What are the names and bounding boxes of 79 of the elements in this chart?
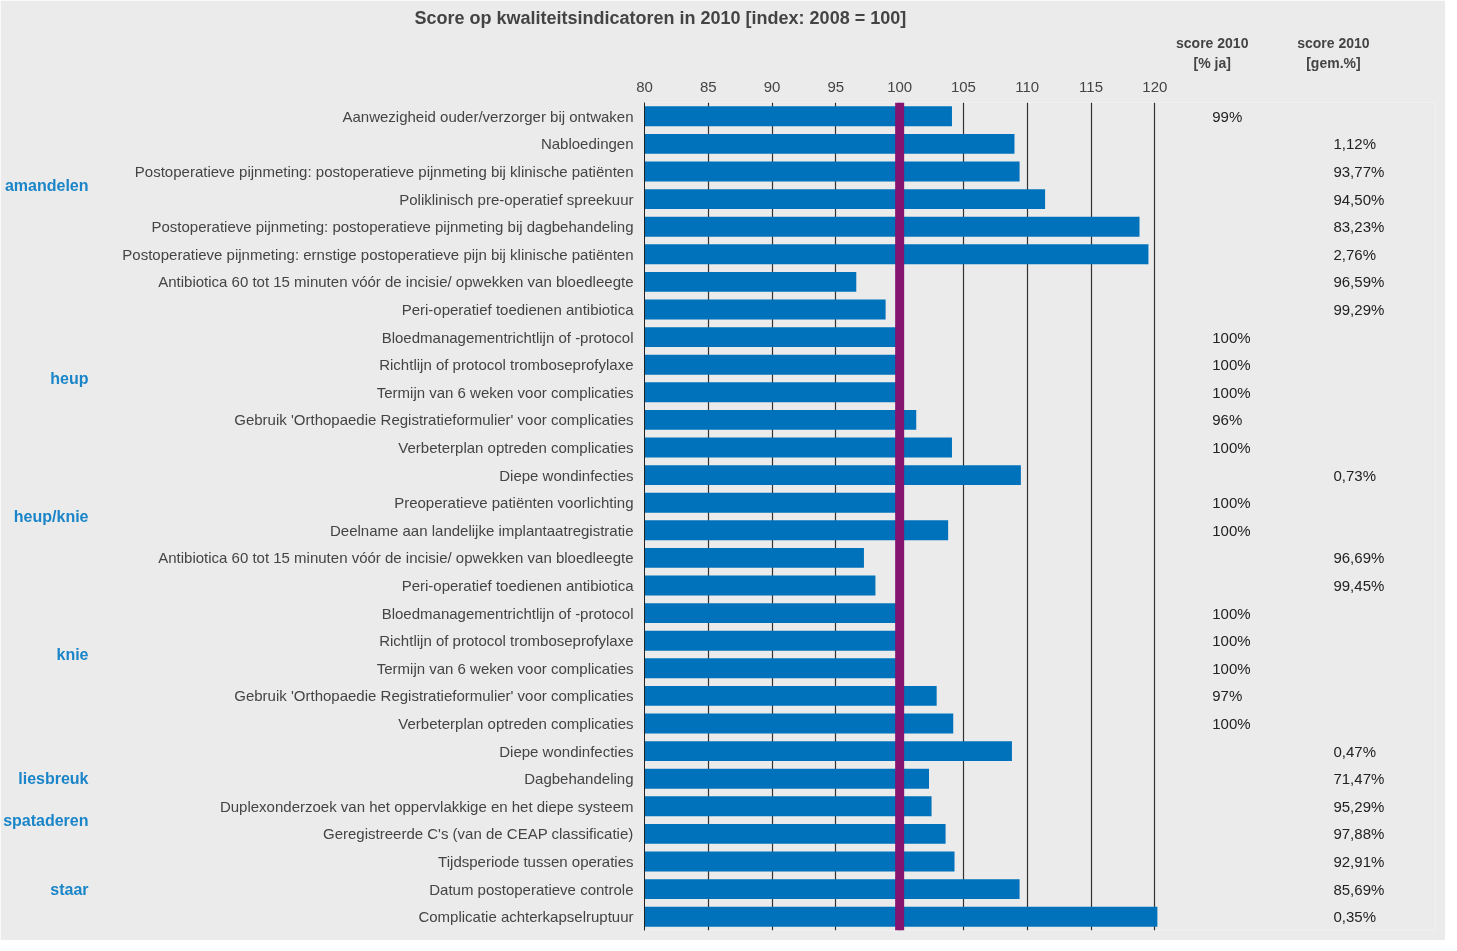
annotation: 71,47% <box>1333 770 1385 788</box>
annotation: 100% <box>1212 383 1251 401</box>
y-tick-label: Geregistreerde C's (van de CEAP classificatie) <box>323 825 634 843</box>
annotation: 0,35% <box>1333 908 1376 926</box>
y-tick-label: Antibiotica 60 tot 15 minuten vóór de incisie/ opwekken van bloedleegte <box>158 273 634 291</box>
y-tick-label: Antibiotica 60 tot 15 minuten vóór de incisie/ opwekken van bloedleegte <box>158 549 634 567</box>
text: score 2010 [% ja] <box>1176 35 1249 71</box>
y-tick-label: Diepe wondinfecties <box>499 466 634 484</box>
y-tick-label: Aanwezigheid ouder/verzorger bij ontwaken <box>342 107 634 125</box>
y-tick-label: Deelname aan landelijke implantaatregistratie <box>329 521 634 539</box>
y-tick-label: Postoperatieve pijnmeting: ernstige postoperatieve pijn bij klinische patiënten <box>122 245 634 263</box>
x-tick-label: 85 <box>699 77 717 95</box>
annotation: 100% <box>1212 328 1251 346</box>
text: amandelen <box>4 176 89 194</box>
annotation: 100% <box>1212 494 1251 512</box>
annotation: 100% <box>1212 356 1251 374</box>
annotation: 100% <box>1212 715 1251 732</box>
x-tick-label: 120 <box>1142 77 1168 95</box>
y-tick-label: Nabloedingen <box>540 135 634 153</box>
y-tick-label: Preoperatieve patiënten voorlichting <box>394 494 634 512</box>
x-tick-label: 80 <box>636 77 653 95</box>
annotation: 94,50% <box>1333 190 1385 208</box>
annotation: 2,76% <box>1333 245 1376 263</box>
y-tick-label: Postoperatieve pijnmeting: postoperatieve pijnmeting bij dagbehandeling <box>151 218 634 236</box>
chart-title: Score op kwaliteitsindicatoren in 2010 [index: 2008 = 100] <box>414 7 907 28</box>
y-tick-label: Richtlijn of protocol tromboseprofylaxe <box>379 356 634 374</box>
x-tick-label: 90 <box>763 77 781 95</box>
annotation: 93,77% <box>1333 163 1385 180</box>
annotation: 100% <box>1212 521 1251 539</box>
annotation: 96,69% <box>1333 549 1385 567</box>
annotation: 96,59% <box>1333 273 1385 291</box>
annotation: 100% <box>1212 659 1251 677</box>
annotation: 100% <box>1212 632 1251 650</box>
annotation: 0,73% <box>1333 466 1376 484</box>
y-tick-label: Poliklinisch pre-operatief spreekuur <box>399 190 634 208</box>
text: heup/knie <box>13 508 89 525</box>
annotation: 99,29% <box>1333 301 1385 318</box>
annotation: 0,47% <box>1333 742 1376 760</box>
x-tick-label: 105 <box>950 77 976 95</box>
y-tick-label: Datum postoperatieve controle <box>429 880 634 898</box>
y-tick-label: Duplexonderzoek van het oppervlakkige en het diepe systeem <box>219 797 634 815</box>
y-tick-label: Postoperatieve pijnmeting: postoperatieve pijnmeting bij klinische patiënten <box>134 163 634 180</box>
annotation: 99% <box>1212 107 1243 125</box>
y-tick-label: Verbeterplan optreden complicaties <box>398 715 634 732</box>
x-tick-label: 95 <box>827 77 845 95</box>
y-tick-label: Termijn van 6 weken voor complicaties <box>376 659 634 677</box>
x-tick-label: 100 <box>887 77 913 95</box>
text: score 2010 [gem.%] <box>1297 35 1370 71</box>
annotation: 96% <box>1212 411 1243 429</box>
text: heup <box>50 370 89 387</box>
text: spataderen <box>3 811 89 829</box>
text: liesbreuk <box>18 770 89 788</box>
y-tick-label: Bloedmanagementrichtlijn of -protocol <box>381 604 634 622</box>
annotation: 92,91% <box>1333 853 1385 870</box>
annotation: 97% <box>1212 687 1243 705</box>
annotation: 95,29% <box>1333 797 1385 815</box>
text: staar <box>50 880 89 898</box>
y-tick-label: Termijn van 6 weken voor complicaties <box>376 383 634 401</box>
annotation: 97,88% <box>1333 825 1385 843</box>
annotation: 83,23% <box>1333 218 1385 236</box>
x-tick-label: 110 <box>1015 77 1040 95</box>
y-tick-label: Bloedmanagementrichtlijn of -protocol <box>381 328 634 346</box>
y-tick-label: Peri-operatief toedienen antibiotica <box>401 577 635 594</box>
y-tick-label: Peri-operatief toedienen antibiotica <box>401 301 635 318</box>
y-tick-label: Verbeterplan optreden complicaties <box>398 439 634 456</box>
y-tick-label: Richtlijn of protocol tromboseprofylaxe <box>379 632 634 650</box>
y-tick-label: Tijdsperiode tussen operaties <box>438 853 634 870</box>
y-tick-label: Gebruik 'Orthopaedie Registratieformulier' voor complicaties <box>234 687 634 705</box>
y-tick-label: Diepe wondinfecties <box>499 742 634 760</box>
annotation: 100% <box>1212 439 1251 456</box>
annotation: 1,12% <box>1333 135 1376 153</box>
y-tick-label: Complicatie achterkapselruptuur <box>418 908 634 926</box>
annotation: 100% <box>1212 604 1251 622</box>
y-tick-label: Gebruik 'Orthopaedie Registratieformulier' voor complicaties <box>234 411 634 429</box>
text: knie <box>56 646 89 663</box>
annotation: 99,45% <box>1333 577 1385 594</box>
y-tick-label: Dagbehandeling <box>524 770 634 788</box>
x-tick-label: 115 <box>1079 77 1103 95</box>
annotation: 85,69% <box>1333 880 1385 898</box>
